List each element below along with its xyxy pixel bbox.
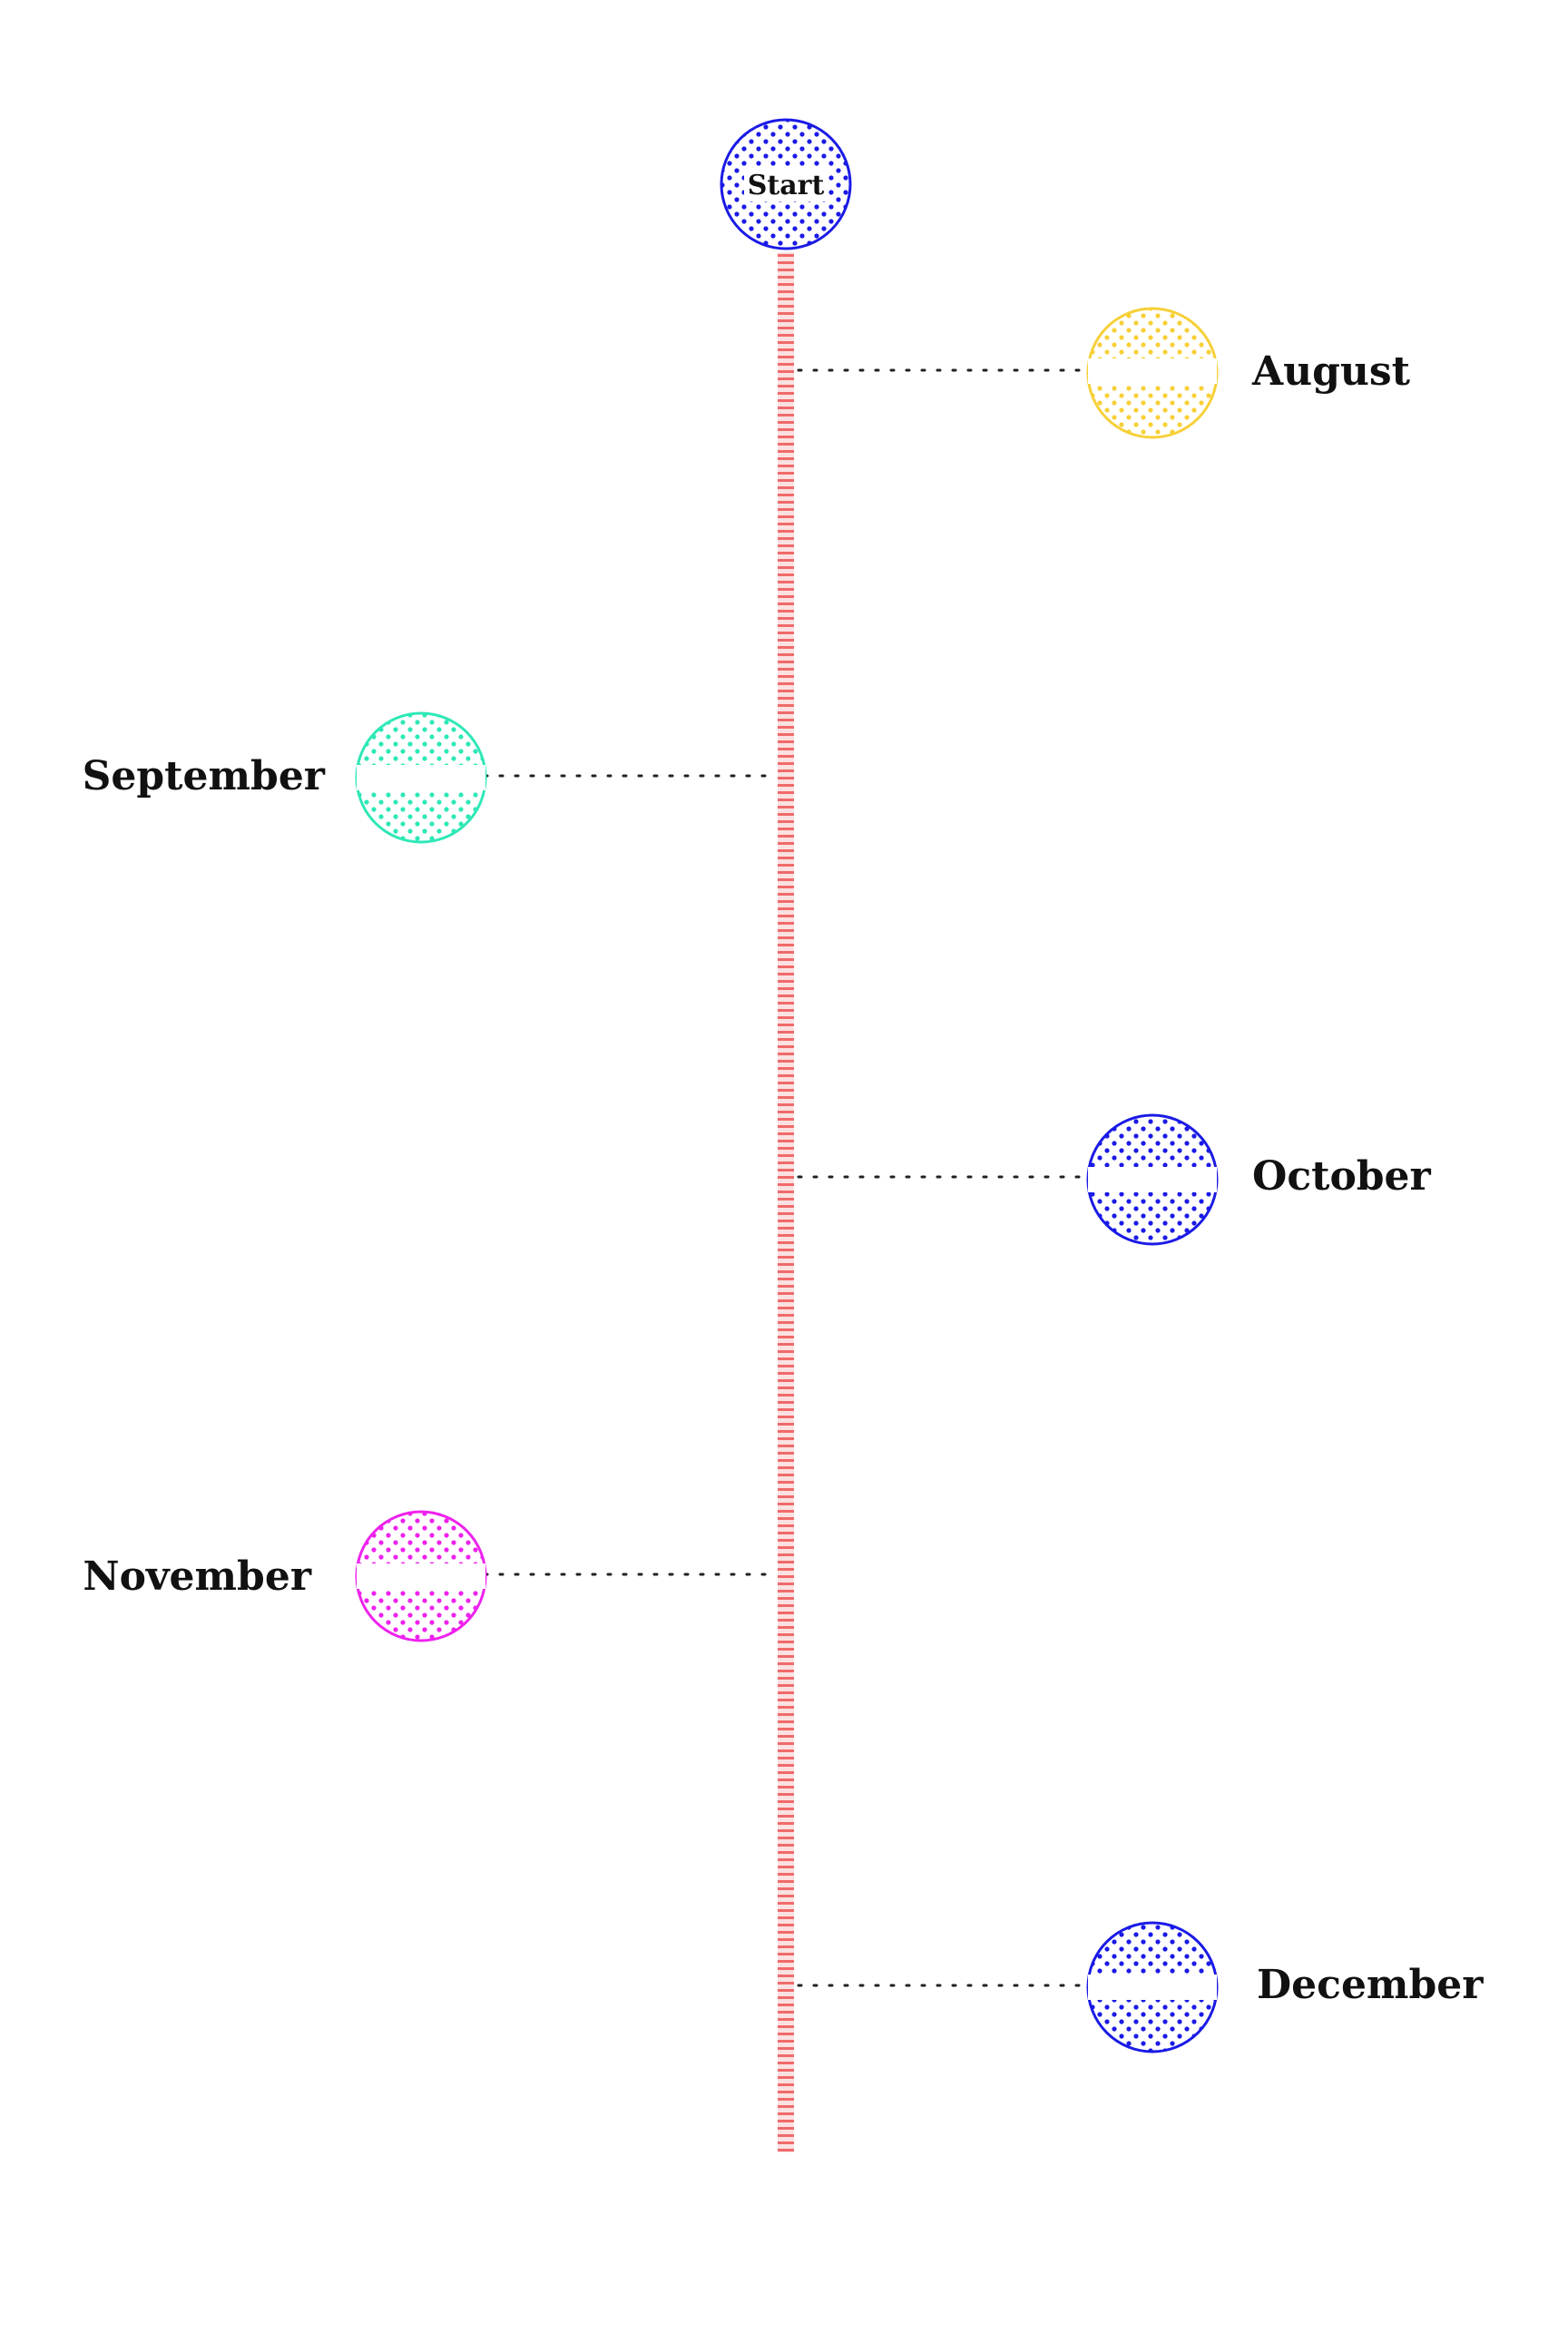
event-node-october: October bbox=[1086, 1113, 1432, 1246]
event-node-november: November bbox=[83, 1510, 487, 1642]
december-node-band bbox=[1088, 1975, 1217, 2000]
event-node-september: September bbox=[83, 711, 487, 844]
october-node-band bbox=[1088, 1167, 1217, 1192]
event-label-november: November bbox=[83, 1553, 311, 1600]
event-label-december: December bbox=[1257, 1962, 1484, 2008]
start-node-ring bbox=[720, 118, 852, 250]
november-node-band bbox=[357, 1563, 485, 1589]
start-label: Start bbox=[748, 170, 825, 201]
event-label-october: October bbox=[1252, 1153, 1432, 1200]
start-node: Start bbox=[720, 118, 852, 250]
start-label-backdrop bbox=[744, 167, 828, 201]
event-node-august: August bbox=[1086, 307, 1411, 439]
event-label-september: September bbox=[83, 753, 326, 799]
august-node-band bbox=[1088, 358, 1217, 384]
event-node-december: December bbox=[1086, 1921, 1484, 2053]
event-label-august: August bbox=[1251, 348, 1411, 395]
september-node-band bbox=[357, 765, 485, 790]
